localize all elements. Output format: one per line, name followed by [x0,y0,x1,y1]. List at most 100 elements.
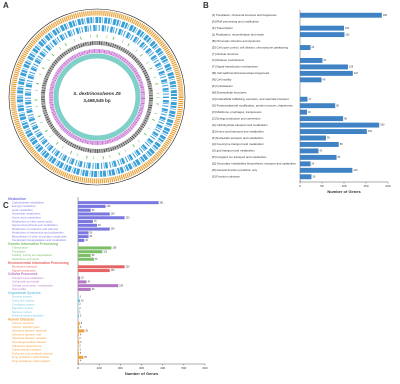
value-label: 25 [84,357,87,359]
ring-gc-skew [49,49,145,145]
value-label: 119 [353,169,358,172]
bar [78,333,79,337]
bar [300,122,380,128]
category-label: [U] Intracellular trafficking, secretion… [212,97,289,101]
x-tick-label: 50 [320,184,324,188]
bar [78,208,91,212]
map-title: S. dextrinosolvens Z6 [73,91,121,96]
category-label: Folding, sorting and degradation [12,253,53,257]
bar [78,238,85,242]
category-label: [Q] Secondary metabolites biosynthesis, … [212,162,297,166]
category-label: Infectious disease: bacterial [12,329,47,333]
value-label: 150 [111,214,116,216]
bar [78,352,80,356]
category-label: Cancer: specific types [12,325,40,329]
bar [78,265,125,269]
value-label: 5 [80,315,82,317]
category-label: Glycan biosynthesis and metabolism [12,223,58,227]
x-tick-label: 100 [97,366,102,370]
category-label: [O] Posttranslational modification, prot… [212,103,293,107]
x-tick-label: 200 [118,366,123,370]
category-label: [J] Translation, ribosomal structure and… [212,13,277,17]
panel-label: C [3,201,9,210]
bar [300,70,353,76]
value-label: 75 [95,259,98,261]
value-label: 2 [79,308,81,310]
value-label: 88 [340,143,343,146]
category-label: Transport and catabolism [12,276,44,280]
category-label: Amino acid metabolism [12,215,42,219]
category-label: Metabolism of terpenoids and polyketides [12,231,64,235]
category-label: Metabolism of other amino acids [12,219,53,223]
category-label: [R] General function prediction only [212,168,258,172]
bar [300,167,353,173]
value-label: 5 [80,327,82,329]
category-label: [H] Coenzyme transport and metabolism [212,142,264,146]
bar [300,109,308,115]
value-label: 42 [319,150,322,153]
bar [300,45,311,50]
value-label: 30 [85,331,88,333]
category-label: Environmental adaptation [12,314,44,318]
ring-outline [8,8,186,186]
x-tick-label: 0 [77,366,79,370]
value-label: 186 [383,14,388,17]
bar [300,64,348,70]
category-label: [T] Signal transduction mechanisms [212,65,258,69]
category-label: Substance dependence [12,344,42,348]
category-label: Drug resistance: antineoplastic [12,359,51,363]
value-label: 60 [92,255,95,257]
value-label: 50 [90,232,93,234]
value-label: 115 [103,251,107,253]
bar [300,96,308,102]
category-label: [L] Replication, recombination and repai… [212,32,264,36]
value-label: 17 [308,98,311,101]
category-label: Cellular community - prokaryotes [12,283,53,287]
value-label: 2 [79,346,81,348]
bar [78,250,103,254]
category-label: [B] Chromatin structure and dynamics [212,39,261,43]
bar [78,348,79,352]
category-label: Nervous system [12,310,33,314]
value-label: 3 [80,349,82,351]
group-label: Environmental Information Processing [8,261,69,265]
category-label: Drug resistance: antimicrobial [12,355,49,359]
category-label: Metabolism of cofactors and vitamins [12,227,59,231]
bar [300,32,345,38]
bar [78,223,98,227]
group-label: Human Diseases [8,317,35,321]
value-label: 190 [119,285,124,287]
value-label: 130 [107,206,112,208]
bar [300,25,344,31]
value-label: 8 [81,323,83,325]
category-label: Transcription [12,246,29,250]
ring-cds-reverse [25,25,169,169]
category-label: Energy metabolism [12,204,37,208]
category-label: [Y] Nuclear structure [212,52,239,56]
bar [78,257,94,261]
category-label: [F] Nucleotide transport and metabolism [212,136,264,140]
value-label: 1 [79,312,81,314]
bar [78,321,80,325]
bar [300,103,336,109]
bar [300,77,322,83]
bar [78,295,79,299]
value-label: 180 [380,124,385,127]
value-label: 3 [80,297,82,299]
value-label: 5 [80,353,82,355]
value-label: 10 [81,300,84,302]
category-label: Cancer: overview [12,321,35,325]
category-label: Cell motility [12,287,27,291]
value-label: 98 [344,117,347,120]
value-label: 4 [80,361,82,363]
bar [78,355,84,359]
category-label: Immune system [12,295,32,299]
value-label: 6 [80,342,82,344]
map-size: 3,468,545 bp [83,98,111,103]
category-label: Circulatory system [12,302,36,306]
category-label: [N] Cell motility [212,78,232,82]
category-label: [X] Mobilome: prophages, transposons [212,110,262,114]
value-label: 90 [98,225,101,227]
category-label: [C] Energy production and conversion [212,116,261,120]
category-label: Infectious disease: viral [12,332,41,336]
